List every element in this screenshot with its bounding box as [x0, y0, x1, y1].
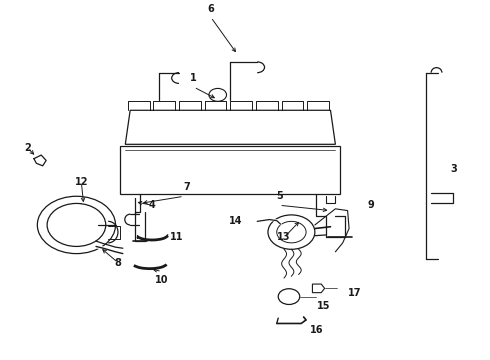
- Text: 15: 15: [318, 301, 331, 311]
- Text: 9: 9: [367, 200, 374, 210]
- Text: 16: 16: [310, 325, 323, 335]
- Text: 12: 12: [74, 177, 88, 187]
- Text: 14: 14: [229, 216, 243, 226]
- Text: 13: 13: [277, 233, 291, 243]
- Text: 3: 3: [450, 165, 457, 174]
- Text: 8: 8: [115, 257, 122, 267]
- Text: 17: 17: [347, 288, 361, 298]
- Text: 5: 5: [276, 191, 283, 201]
- Text: 6: 6: [207, 4, 214, 14]
- Text: 4: 4: [149, 200, 155, 210]
- Text: 10: 10: [155, 275, 169, 285]
- Text: 7: 7: [183, 182, 190, 192]
- Text: 2: 2: [24, 143, 31, 153]
- Text: 11: 11: [170, 232, 183, 242]
- Text: 1: 1: [190, 73, 197, 83]
- Bar: [121, 146, 340, 194]
